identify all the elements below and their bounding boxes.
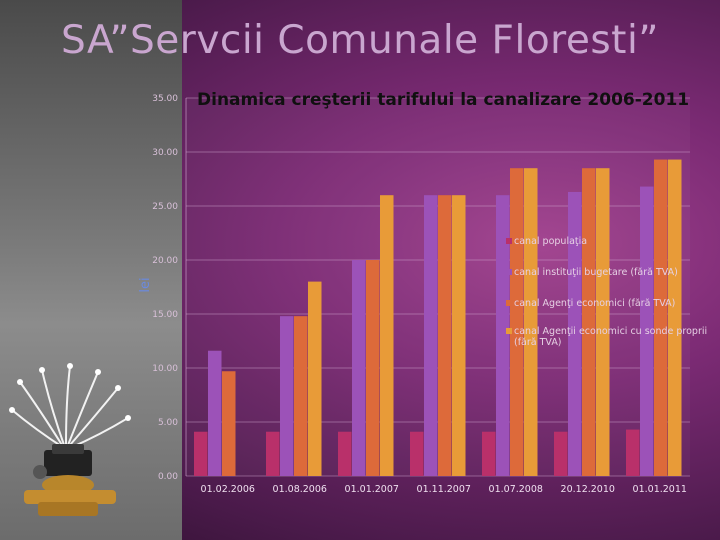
legend-label: canal populaţia <box>514 236 588 247</box>
bar <box>294 316 308 476</box>
bar <box>308 281 322 476</box>
bar <box>496 195 510 476</box>
y-tick-label: 20.00 <box>152 256 178 266</box>
y-tick-label: 0.00 <box>158 472 178 482</box>
x-tick-label: 01.08.2006 <box>273 484 327 495</box>
legend-swatch <box>506 238 512 244</box>
y-tick-label: 35.00 <box>152 94 178 104</box>
bar <box>668 159 682 476</box>
legend-item: canal instituţii bugetare (fără TVA) <box>506 267 711 278</box>
x-tick-label: 01.02.2006 <box>201 484 255 495</box>
y-tick-label: 30.00 <box>152 148 178 158</box>
legend-label: canal instituţii bugetare (fără TVA) <box>514 267 678 278</box>
bar <box>194 431 208 476</box>
bar <box>510 168 524 476</box>
legend-item: canal Agenţii economici cu sonde proprii… <box>506 326 711 348</box>
bar <box>582 168 596 476</box>
bar <box>554 431 568 476</box>
y-tick-label: 5.00 <box>158 418 178 428</box>
legend-swatch <box>506 300 512 306</box>
legend-swatch <box>506 269 512 275</box>
bar <box>366 260 380 476</box>
slide-title: SA”Servcii Comunale Floresti” <box>60 18 659 63</box>
bar <box>626 429 640 476</box>
left-decorative-panel <box>0 0 182 540</box>
y-tick-label: 15.00 <box>152 310 178 320</box>
bar <box>208 350 222 476</box>
bar <box>280 316 294 476</box>
bar <box>380 195 394 476</box>
x-tick-label: 20.12.2010 <box>561 484 615 495</box>
chart-legend: canal populaţia canal instituţii bugetar… <box>506 236 711 356</box>
water-meter-fiber-illustration <box>9 363 131 516</box>
bar <box>640 186 654 476</box>
bar <box>568 191 582 476</box>
legend-swatch <box>506 328 512 334</box>
bar <box>424 195 438 476</box>
y-tick-label: 10.00 <box>152 364 178 374</box>
legend-item: canal Agenţi economici (fără TVA) <box>506 298 711 309</box>
y-tick-label: 25.00 <box>152 202 178 212</box>
legend-label: canal Agenţi economici (fără TVA) <box>514 298 676 309</box>
chart-title: Dinamica creşterii tarifului la canaliza… <box>197 90 690 110</box>
y-axis-label: lei <box>138 277 153 292</box>
bar <box>222 371 236 476</box>
x-tick-label: 01.11.2007 <box>417 484 471 495</box>
x-tick-label: 01.01.2011 <box>633 484 687 495</box>
bar <box>654 159 668 476</box>
bar <box>524 168 538 476</box>
bar <box>482 431 496 476</box>
bar <box>596 168 610 476</box>
legend-label: canal Agenţii economici cu sonde proprii… <box>514 326 708 348</box>
legend-item: canal populaţia <box>506 236 711 247</box>
x-tick-label: 01.01.2007 <box>345 484 399 495</box>
bar <box>410 431 424 476</box>
x-tick-label: 01.07.2008 <box>489 484 543 495</box>
bar <box>338 431 352 476</box>
bar <box>452 195 466 476</box>
bar <box>352 260 366 476</box>
bar <box>266 431 280 476</box>
bar <box>438 195 452 476</box>
